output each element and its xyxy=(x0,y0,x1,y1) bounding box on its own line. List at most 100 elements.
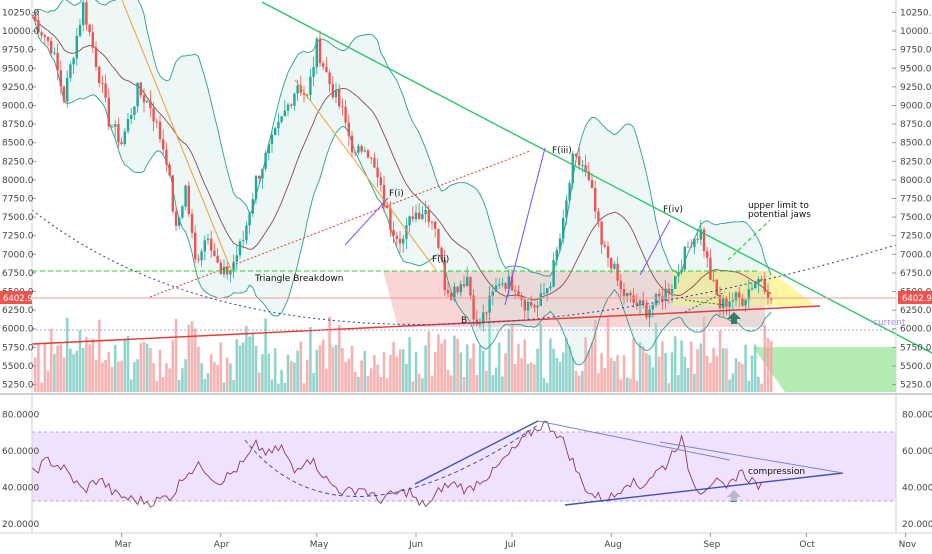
month-tick-label: Mar xyxy=(115,540,132,550)
price-tick-label-right: 8000.0 xyxy=(900,176,932,186)
candle-body xyxy=(411,216,414,220)
jaws-zone xyxy=(672,271,816,306)
candle-body xyxy=(270,135,274,145)
annotation-f-i: F(i) xyxy=(389,189,404,199)
candle-body xyxy=(549,286,552,289)
candle-body xyxy=(222,266,226,275)
price-tick-label-left: 8000.0 xyxy=(2,176,34,186)
candle-body xyxy=(434,221,437,229)
candle-body xyxy=(162,139,165,150)
candle-body xyxy=(635,302,638,306)
volume-bar xyxy=(251,333,255,392)
candle-body xyxy=(197,259,200,261)
candle-body xyxy=(709,257,712,280)
candle-body xyxy=(754,283,757,289)
candle-body xyxy=(766,291,770,299)
candle-body xyxy=(731,300,734,302)
candle-body xyxy=(565,200,568,218)
volume-bar xyxy=(424,345,427,392)
moving-average-line xyxy=(31,15,772,301)
volume-bar xyxy=(136,359,139,392)
candle-body xyxy=(408,216,411,226)
volume-bar xyxy=(440,343,443,392)
volume-bar xyxy=(299,341,303,392)
candle-body xyxy=(363,150,366,152)
volume-bar xyxy=(190,321,194,392)
candle-body xyxy=(568,183,571,201)
price-tick-label-left: 5250.0 xyxy=(2,381,34,391)
candle-body xyxy=(750,288,754,290)
price-tick-label-left: 6000.0 xyxy=(2,325,34,335)
volume-bar xyxy=(641,346,645,392)
annotation-triangle-breakdown: Triangle Breakdown xyxy=(254,274,343,284)
candle-body xyxy=(149,101,152,109)
volume-bar xyxy=(398,349,402,392)
candle-body xyxy=(398,238,402,244)
volume-bar xyxy=(168,368,171,392)
candle-body xyxy=(283,110,286,117)
volume-bar xyxy=(238,345,242,392)
candle-body xyxy=(594,188,597,212)
last-price-label-left: 6402.9 xyxy=(3,294,33,304)
candle-body xyxy=(312,67,315,77)
volume-bar xyxy=(520,358,523,392)
candle-body xyxy=(216,255,219,263)
green-dotted-wedge-1 xyxy=(684,299,726,306)
volume-bar xyxy=(337,325,341,392)
candle-body xyxy=(386,206,389,208)
volume-bar xyxy=(91,338,95,392)
candle-body xyxy=(690,246,693,248)
volume-bar xyxy=(341,348,344,392)
dotted-blue-arc xyxy=(31,209,897,326)
price-tick-label-right: 6000.0 xyxy=(900,325,932,335)
candle-body xyxy=(347,122,350,136)
candle-body xyxy=(638,300,642,306)
volume-bar xyxy=(120,360,123,392)
candle-body xyxy=(110,126,114,128)
volume-bar xyxy=(411,381,415,392)
candle-body xyxy=(424,209,427,215)
candle-body xyxy=(120,142,123,144)
candle-body xyxy=(587,171,590,181)
oscillator-tick-label-left: 80.0000 xyxy=(2,410,39,420)
volume-bar xyxy=(69,348,72,392)
volume-bar xyxy=(206,373,210,392)
candle-body xyxy=(328,72,331,85)
candle-body xyxy=(206,238,210,241)
candles-layer xyxy=(34,0,773,332)
candle-body xyxy=(178,217,181,226)
volume-bar xyxy=(235,339,239,392)
candle-body xyxy=(619,280,622,289)
volume-bar xyxy=(33,357,37,392)
price-tick-label-left: 5500.0 xyxy=(2,362,34,372)
candle-body xyxy=(315,38,318,68)
volume-bar xyxy=(353,372,357,392)
candle-body xyxy=(46,36,50,41)
candle-body xyxy=(725,298,728,307)
volume-bar xyxy=(379,377,383,392)
candle-body xyxy=(98,66,101,84)
candle-body xyxy=(402,238,405,244)
volume-bar xyxy=(555,357,559,392)
volume-bar xyxy=(705,356,709,392)
candle-body xyxy=(382,185,386,207)
volume-bar xyxy=(542,378,546,392)
candle-body xyxy=(344,106,347,123)
volume-bar xyxy=(302,383,306,392)
oscillator-tick-label-right: 20.0000 xyxy=(902,520,932,530)
volume-bar xyxy=(510,322,514,392)
volume-bar xyxy=(657,356,661,392)
candle-body xyxy=(654,293,658,306)
candle-body xyxy=(34,16,37,21)
volume-bar xyxy=(593,320,597,392)
candle-body xyxy=(578,156,581,166)
volume-bar xyxy=(273,348,277,392)
oscillator-tick-label-left: 40.0000 xyxy=(2,483,39,493)
axis-layer: 10250.0 10250.0 10000.0 10000.0 9750.0 9750.0… xyxy=(2,8,932,550)
annotation-f-ii: F(ii) xyxy=(432,255,449,265)
candle-body xyxy=(459,284,462,293)
volume-bar xyxy=(65,317,69,392)
candle-body xyxy=(331,84,334,98)
volume-bar xyxy=(267,353,271,392)
candle-body xyxy=(651,305,654,310)
